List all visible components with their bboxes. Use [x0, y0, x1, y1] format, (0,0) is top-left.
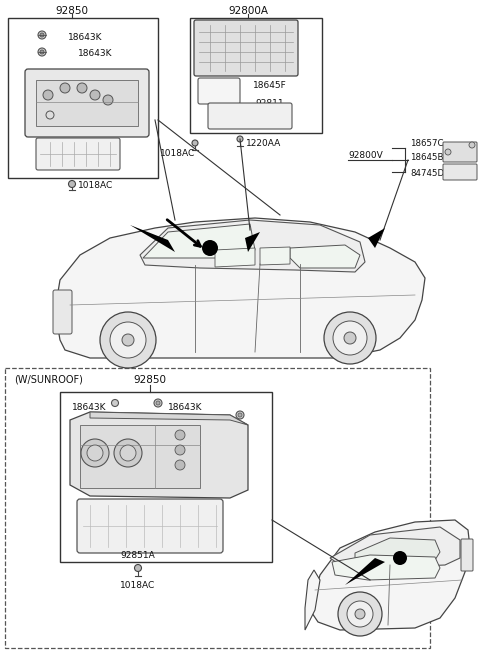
Text: 18643K: 18643K — [68, 33, 103, 41]
Circle shape — [40, 50, 44, 54]
Text: 92850: 92850 — [56, 6, 88, 16]
Circle shape — [338, 592, 382, 636]
Circle shape — [81, 439, 109, 467]
Circle shape — [333, 321, 367, 355]
Circle shape — [60, 83, 70, 93]
Circle shape — [38, 31, 46, 39]
Polygon shape — [355, 538, 440, 560]
Text: 92800A: 92800A — [228, 6, 268, 16]
Polygon shape — [332, 555, 440, 580]
Polygon shape — [330, 527, 460, 568]
FancyBboxPatch shape — [194, 20, 298, 76]
Text: 1018AC: 1018AC — [78, 180, 113, 190]
Bar — [80, 425, 200, 488]
Circle shape — [134, 565, 142, 571]
Text: 18657C: 18657C — [410, 138, 444, 148]
Circle shape — [445, 149, 451, 155]
Text: 92811: 92811 — [255, 98, 284, 108]
Polygon shape — [245, 232, 260, 252]
Polygon shape — [215, 248, 255, 267]
Circle shape — [111, 400, 119, 407]
Text: 1018AC: 1018AC — [120, 581, 155, 590]
Circle shape — [236, 411, 244, 419]
Circle shape — [110, 322, 146, 358]
Circle shape — [192, 140, 198, 146]
Circle shape — [46, 111, 54, 119]
FancyBboxPatch shape — [443, 164, 477, 180]
Circle shape — [393, 551, 407, 565]
Text: 92800V: 92800V — [348, 152, 383, 161]
Circle shape — [90, 90, 100, 100]
Polygon shape — [90, 412, 248, 425]
FancyBboxPatch shape — [25, 69, 149, 137]
Polygon shape — [290, 245, 360, 268]
Bar — [60, 392, 272, 562]
Circle shape — [43, 90, 53, 100]
Circle shape — [122, 334, 134, 346]
FancyBboxPatch shape — [36, 138, 120, 170]
Circle shape — [347, 601, 373, 627]
Circle shape — [38, 48, 46, 56]
Circle shape — [202, 240, 218, 256]
Circle shape — [77, 83, 87, 93]
Text: 92851A: 92851A — [120, 550, 156, 560]
Bar — [5, 368, 430, 648]
Text: 18645B: 18645B — [410, 154, 444, 163]
Polygon shape — [260, 247, 290, 265]
FancyBboxPatch shape — [443, 142, 477, 162]
Bar — [190, 18, 322, 133]
Circle shape — [175, 445, 185, 455]
Circle shape — [355, 609, 365, 619]
Polygon shape — [70, 412, 248, 498]
Polygon shape — [55, 218, 425, 358]
Text: 18645F: 18645F — [253, 81, 287, 89]
Circle shape — [175, 460, 185, 470]
Text: 1018AC: 1018AC — [160, 150, 195, 159]
Circle shape — [69, 180, 75, 188]
Circle shape — [87, 445, 103, 461]
Circle shape — [40, 33, 44, 37]
Text: 1220AA: 1220AA — [246, 138, 281, 148]
Polygon shape — [310, 520, 470, 630]
Text: (W/SUNROOF): (W/SUNROOF) — [14, 375, 83, 385]
Bar — [8, 18, 158, 178]
Circle shape — [324, 312, 376, 364]
Polygon shape — [305, 570, 320, 630]
Text: 84745D: 84745D — [410, 169, 444, 178]
Circle shape — [156, 401, 160, 405]
FancyBboxPatch shape — [53, 290, 72, 334]
FancyBboxPatch shape — [461, 539, 473, 571]
Text: 18643K: 18643K — [168, 403, 203, 411]
Polygon shape — [345, 558, 385, 585]
Circle shape — [344, 332, 356, 344]
Polygon shape — [368, 228, 385, 248]
Circle shape — [100, 312, 156, 368]
Circle shape — [238, 413, 242, 417]
FancyBboxPatch shape — [198, 78, 240, 104]
Polygon shape — [143, 224, 255, 258]
Circle shape — [469, 142, 475, 148]
Circle shape — [103, 95, 113, 105]
Bar — [36, 80, 138, 126]
FancyBboxPatch shape — [208, 103, 292, 129]
Circle shape — [237, 136, 243, 142]
Polygon shape — [140, 220, 365, 272]
Circle shape — [154, 399, 162, 407]
Text: 18643K: 18643K — [78, 49, 112, 58]
Circle shape — [175, 430, 185, 440]
Text: 18643K: 18643K — [72, 403, 107, 411]
Circle shape — [120, 445, 136, 461]
Polygon shape — [130, 225, 175, 252]
Text: 92850: 92850 — [133, 375, 167, 385]
Circle shape — [114, 439, 142, 467]
FancyBboxPatch shape — [77, 499, 223, 553]
